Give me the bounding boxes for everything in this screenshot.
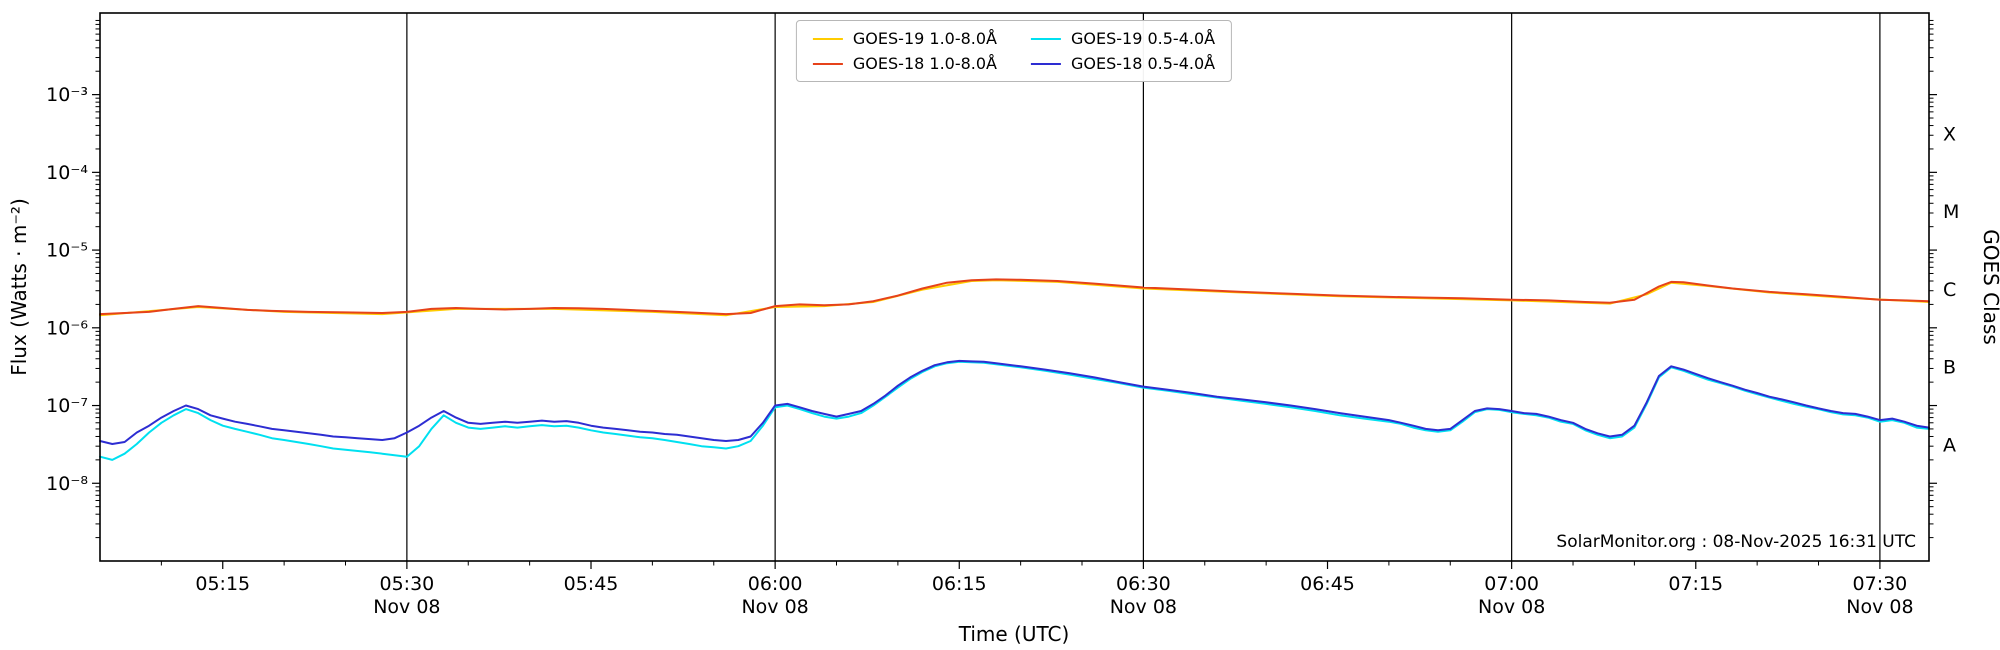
y-axis-title: Flux (Watts · m⁻²) [7,198,31,376]
svg-text:A: A [1943,434,1956,456]
svg-text:M: M [1943,201,1959,223]
svg-text:05:45: 05:45 [564,573,619,595]
x-axis-title: Time (UTC) [958,622,1070,646]
svg-text:07:15: 07:15 [1668,573,1723,595]
legend-label: GOES-19 1.0-8.0Å [852,29,997,48]
svg-text:Nov 08: Nov 08 [741,596,808,618]
legend-label: GOES-19 0.5-4.0Å [1071,29,1216,48]
svg-text:B: B [1943,357,1956,379]
legend-item-goes18-long: GOES-18 1.0-8.0Å [812,54,997,73]
legend-item-goes19-long: GOES-19 1.0-8.0Å [812,29,997,48]
legend-swatch-goes19-short [1031,37,1061,40]
svg-text:06:30: 06:30 [1116,573,1171,595]
legend-swatch-goes19-long [812,37,843,40]
legend-label: GOES-18 0.5-4.0Å [1071,54,1216,73]
svg-text:07:30: 07:30 [1853,573,1908,595]
svg-text:06:00: 06:00 [748,573,803,595]
legend-swatch-goes18-long [812,62,843,65]
svg-text:Nov 08: Nov 08 [1846,596,1913,618]
svg-text:Nov 08: Nov 08 [1110,596,1177,618]
watermark: SolarMonitor.org : 08-Nov-2025 16:31 UTC [1556,532,1916,552]
legend-item-goes18-short: GOES-18 0.5-4.0Å [1031,54,1215,73]
legend-item-goes19-short: GOES-19 0.5-4.0Å [1031,29,1215,48]
svg-text:10⁻⁶: 10⁻⁶ [46,317,88,339]
svg-text:10⁻⁵: 10⁻⁵ [46,240,88,262]
svg-text:10⁻³: 10⁻³ [46,84,88,106]
legend-swatch-goes18-short [1031,62,1061,65]
svg-text:05:30: 05:30 [379,573,434,595]
svg-text:10⁻⁷: 10⁻⁷ [46,395,88,417]
svg-text:05:15: 05:15 [195,573,250,595]
svg-text:C: C [1943,279,1956,301]
svg-text:10⁻⁴: 10⁻⁴ [46,162,88,184]
svg-text:07:00: 07:00 [1484,573,1539,595]
svg-text:X: X [1943,123,1956,145]
svg-text:Nov 08: Nov 08 [1478,596,1545,618]
svg-text:06:15: 06:15 [932,573,987,595]
legend: GOES-19 1.0-8.0Å GOES-18 1.0-8.0Å GOES-1… [795,20,1233,82]
goes-class-axis-title: GOES Class [1979,229,2000,345]
svg-text:Nov 08: Nov 08 [373,596,440,618]
svg-text:10⁻⁸: 10⁻⁸ [46,473,88,495]
svg-text:06:45: 06:45 [1300,573,1355,595]
legend-label: GOES-18 1.0-8.0Å [852,54,997,73]
